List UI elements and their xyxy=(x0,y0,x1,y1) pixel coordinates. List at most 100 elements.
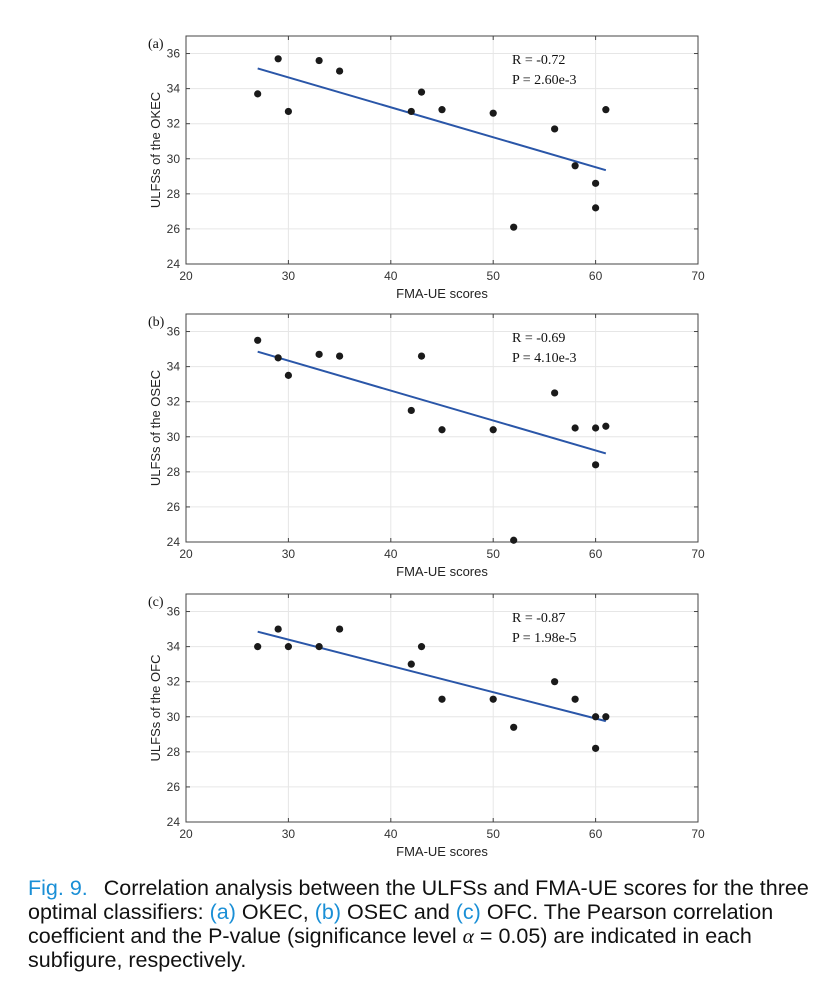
plot-frame xyxy=(185,593,699,823)
x-tick-label: 60 xyxy=(589,827,603,841)
x-tick-label: 30 xyxy=(282,547,296,561)
x-tick-label: 20 xyxy=(179,547,193,561)
x-tick-label: 30 xyxy=(282,827,296,841)
data-point xyxy=(315,56,323,65)
x-axis-label: FMA-UE scores xyxy=(396,286,488,301)
data-point xyxy=(571,424,579,432)
y-tick-label: 28 xyxy=(167,187,181,201)
plot-frame xyxy=(185,35,699,265)
data-point xyxy=(417,352,426,360)
stat-r-value: R = -0.87 xyxy=(512,611,565,626)
y-tick-label: 24 xyxy=(167,815,181,829)
panel-label: (c) xyxy=(148,595,164,610)
x-axis-label: FMA-UE scores xyxy=(396,564,488,579)
chart-panel-1: 20 30 40 50 60 70 24 26 28 30 32 34 36 FMA-UE scores U… xyxy=(148,35,705,301)
x-tick-label: 20 xyxy=(179,269,193,283)
y-tick-label: 32 xyxy=(167,395,181,409)
data-point xyxy=(551,389,559,397)
y-tick-label: 34 xyxy=(167,640,181,654)
stat-r-value: R = -0.72 xyxy=(512,53,565,68)
data-point xyxy=(510,536,518,544)
caption-link-b[interactable]: (b) xyxy=(314,900,342,924)
data-point xyxy=(284,107,292,116)
data-point xyxy=(336,352,344,360)
y-tick-label: 32 xyxy=(167,675,181,689)
data-point xyxy=(592,461,600,469)
data-point xyxy=(315,643,323,651)
x-tick-label: 70 xyxy=(691,269,705,283)
y-tick-label: 32 xyxy=(167,117,181,131)
plot-frame xyxy=(185,313,699,543)
stat-p-value: P = 2.60e-3 xyxy=(512,73,577,88)
x-tick-label: 20 xyxy=(179,827,193,841)
x-tick-label: 50 xyxy=(487,269,501,283)
caption-text-5: = 0.05) are indicated in each subfigure,… xyxy=(28,924,752,972)
y-axis-label: ULFSs of the OSEC xyxy=(148,370,163,486)
data-point xyxy=(274,625,282,633)
y-tick-label: 24 xyxy=(167,535,181,549)
y-tick-label: 26 xyxy=(167,780,181,794)
data-point xyxy=(336,67,344,75)
data-point xyxy=(254,643,262,651)
y-tick-label: 36 xyxy=(167,47,181,61)
x-tick-label: 50 xyxy=(487,827,501,841)
data-point xyxy=(602,106,610,114)
data-point xyxy=(592,744,600,752)
y-tick-label: 34 xyxy=(167,360,181,374)
data-point xyxy=(551,678,559,686)
x-tick-label: 30 xyxy=(282,269,296,283)
y-tick-label: 36 xyxy=(167,605,181,619)
figure-caption: Fig. 9. Correlation analysis between the … xyxy=(28,876,828,972)
x-tick-label: 50 xyxy=(487,547,501,561)
stat-r-value: R = -0.69 xyxy=(512,331,565,346)
caption-text-3: OSEC and xyxy=(341,900,456,924)
x-tick-label: 40 xyxy=(384,827,398,841)
data-point xyxy=(274,354,282,362)
y-tick-label: 24 xyxy=(167,257,181,271)
y-tick-label: 36 xyxy=(167,325,181,339)
x-tick-label: 70 xyxy=(691,827,705,841)
data-point xyxy=(254,336,262,344)
alpha-symbol: α xyxy=(462,924,474,948)
caption-link-c[interactable]: (c) xyxy=(455,900,481,924)
data-point xyxy=(407,107,415,116)
y-tick-label: 34 xyxy=(167,82,181,96)
chart-panel-3: 20 30 40 50 60 70 24 26 28 30 32 34 36 FMA-UE scores U… xyxy=(148,593,705,859)
data-point xyxy=(438,695,446,703)
chart-panel-2: 20 30 40 50 60 70 24 26 28 30 32 34 36 FMA-UE scores U… xyxy=(148,313,705,579)
data-point xyxy=(438,426,446,434)
data-point xyxy=(284,371,292,379)
caption-link-a[interactable]: (a) xyxy=(209,900,236,924)
y-tick-label: 30 xyxy=(167,152,181,166)
data-point xyxy=(592,713,600,721)
caption-text-1: Correlation analysis between the ULFSs a… xyxy=(28,876,809,924)
data-point xyxy=(336,625,344,633)
x-tick-label: 60 xyxy=(589,269,603,283)
x-tick-label: 70 xyxy=(691,547,705,561)
y-tick-label: 26 xyxy=(167,500,181,514)
figure-charts: 20 30 40 50 60 70 24 26 28 30 32 34 36 FMA-UE scores U… xyxy=(148,35,705,859)
figure-number: Fig. 9. xyxy=(28,876,88,900)
data-point xyxy=(407,406,415,415)
y-tick-label: 26 xyxy=(167,222,181,236)
x-axis-label: FMA-UE scores xyxy=(396,844,488,859)
data-point xyxy=(284,643,292,651)
data-point xyxy=(510,723,518,731)
data-point xyxy=(571,695,579,703)
y-axis-label: ULFSs of the OFC xyxy=(148,655,163,762)
data-point xyxy=(274,55,282,63)
data-point xyxy=(551,125,559,133)
data-point xyxy=(571,162,579,170)
data-point xyxy=(592,424,600,432)
stat-p-value: P = 4.10e-3 xyxy=(512,351,577,366)
y-tick-label: 30 xyxy=(167,430,181,444)
panel-label: (a) xyxy=(148,37,164,52)
data-point xyxy=(417,643,426,651)
data-point xyxy=(592,204,600,212)
data-point xyxy=(602,713,610,721)
stat-p-value: P = 1.98e-5 xyxy=(512,631,577,646)
x-tick-label: 40 xyxy=(384,269,398,283)
y-tick-label: 30 xyxy=(167,710,181,724)
y-tick-label: 28 xyxy=(167,745,181,759)
data-point xyxy=(592,179,600,187)
